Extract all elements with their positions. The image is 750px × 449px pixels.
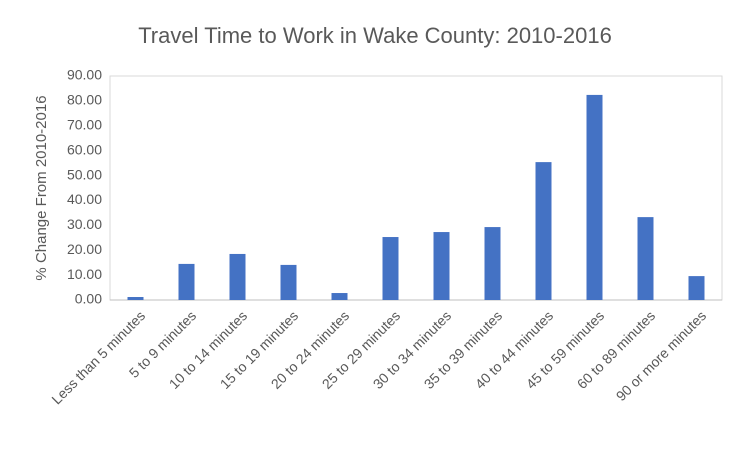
x-tick-label: Less than 5 minutes <box>48 307 148 407</box>
bar <box>688 276 705 300</box>
bar <box>331 293 348 300</box>
y-tick-label: 70.00 <box>67 116 102 132</box>
bar <box>637 217 654 300</box>
y-tick-label: 0.00 <box>75 291 102 307</box>
bar <box>178 263 195 300</box>
y-tick-label: 60.00 <box>67 141 102 157</box>
bar <box>127 297 144 300</box>
y-tick-label: 40.00 <box>67 191 102 207</box>
chart-title: Travel Time to Work in Wake County: 2010… <box>138 23 612 48</box>
bar <box>535 162 552 300</box>
bar <box>586 94 603 300</box>
plot-frame <box>109 75 723 301</box>
y-tick-label: 30.00 <box>67 216 102 232</box>
bar <box>280 264 297 300</box>
y-tick-label: 80.00 <box>67 92 102 108</box>
y-tick-label: 10.00 <box>67 266 102 282</box>
x-tick-label: 90 or more minutes <box>613 307 710 404</box>
y-tick-label: 20.00 <box>67 241 102 257</box>
y-tick-label: 90.00 <box>67 67 102 83</box>
bar <box>433 232 450 300</box>
y-tick-label: 50.00 <box>67 166 102 182</box>
bar <box>484 227 501 300</box>
bar <box>382 237 399 300</box>
y-axis-title: % Change From 2010-2016 <box>33 95 50 280</box>
bar <box>229 253 246 300</box>
